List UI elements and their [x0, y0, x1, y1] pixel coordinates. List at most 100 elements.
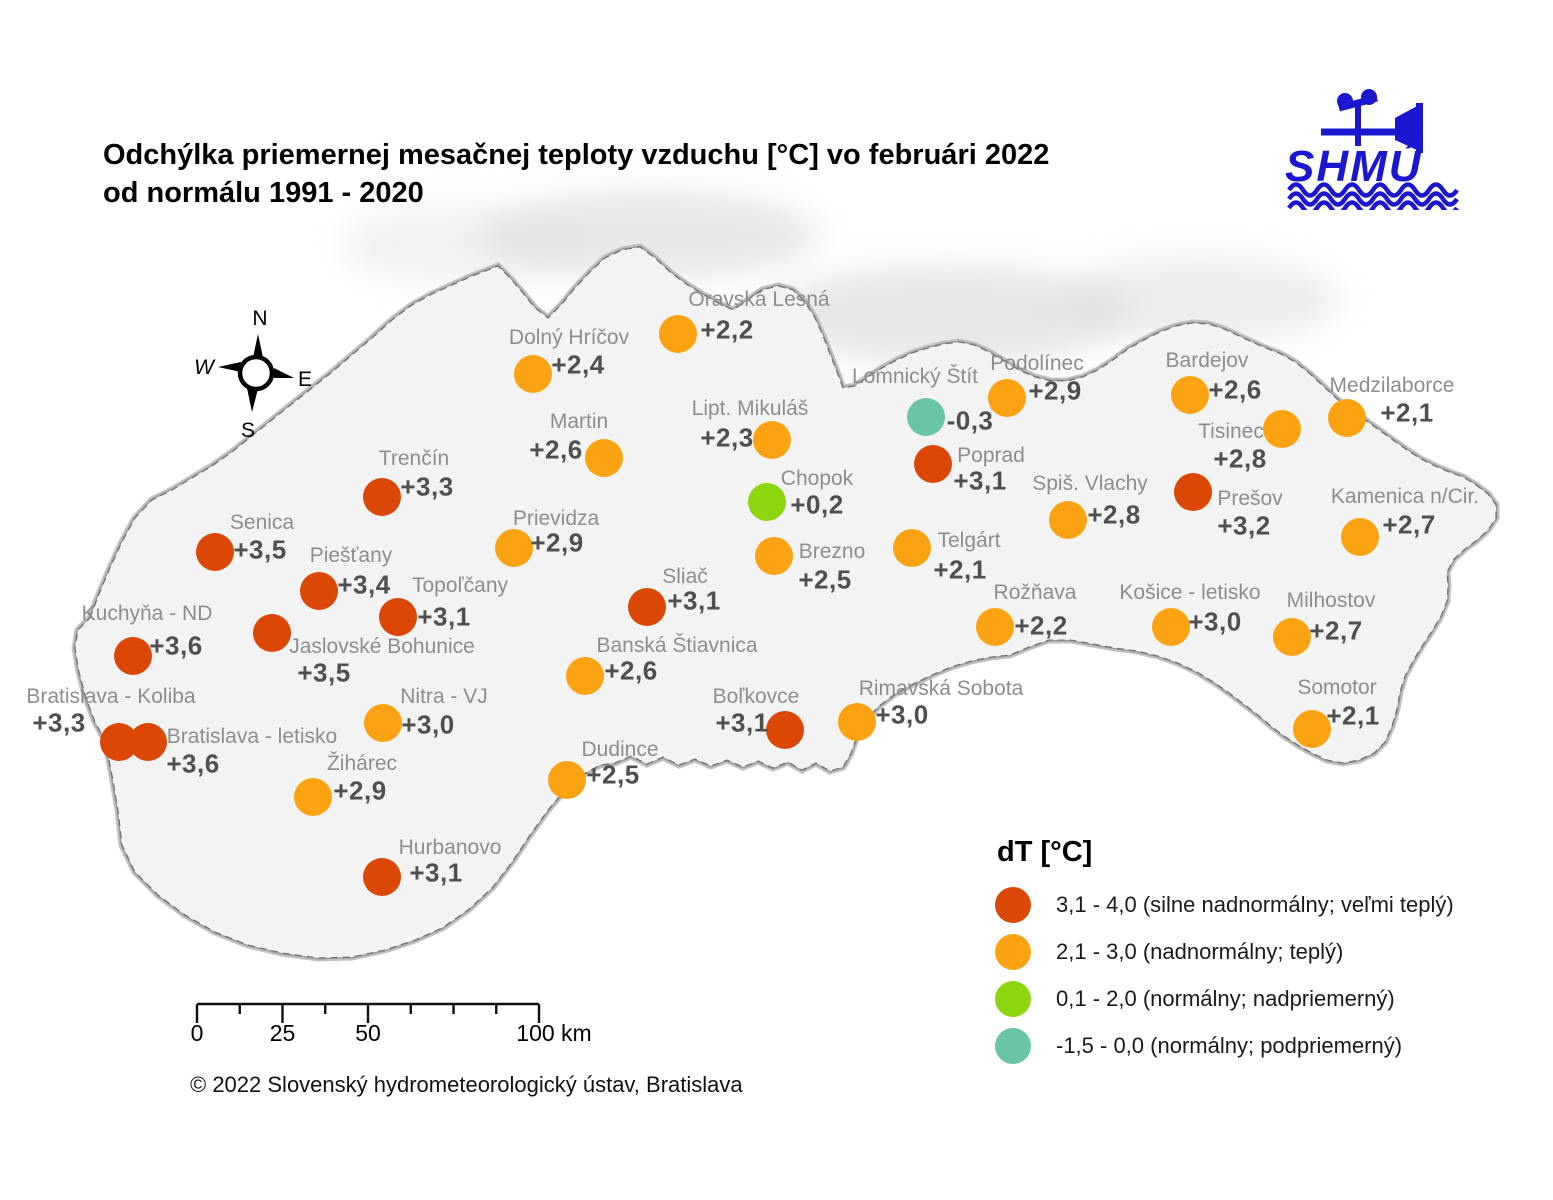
station-label: Lomnický Štít	[851, 365, 979, 388]
station-value: +3,1	[715, 707, 769, 738]
station-value: +2,1	[1326, 700, 1380, 731]
station-label: Somotor	[1297, 676, 1377, 699]
station-label: Tisinec	[1198, 420, 1264, 443]
station-label: Prievidza	[512, 507, 600, 530]
legend-title: dT [°C]	[997, 836, 1093, 868]
station-value: +2,9	[333, 775, 387, 806]
station-value: +3,5	[297, 657, 351, 688]
station-dot	[1174, 473, 1212, 511]
scale-label: 25	[269, 1020, 296, 1046]
station-value: +2,7	[1382, 509, 1436, 540]
station-label: Martin	[549, 410, 609, 433]
station-dot	[253, 614, 291, 652]
station-label: Banská Štiavnica	[596, 634, 758, 657]
station-value: +3,3	[400, 471, 454, 502]
compass-e: E	[298, 368, 312, 391]
station-value: +3,1	[953, 465, 1007, 496]
station-label: Milhostov	[1286, 589, 1376, 612]
station-dot	[1152, 608, 1190, 646]
station-value: +3,5	[233, 534, 287, 565]
station-dot	[893, 529, 931, 567]
station-value: -0,3	[946, 405, 994, 436]
station-dot	[1328, 399, 1366, 437]
station-dot	[363, 478, 401, 516]
station-label: Senica	[229, 511, 295, 534]
station-dot	[838, 703, 876, 741]
station-label: Rimavská Sobota	[858, 677, 1024, 700]
compass-rose: N W E S	[194, 307, 312, 442]
station-label: Chopok	[780, 467, 854, 490]
station-label: Kuchyňa - ND	[81, 602, 213, 625]
station-value: +2,8	[1087, 499, 1141, 530]
station-dot	[628, 588, 666, 626]
station-label: Poprad	[957, 444, 1025, 467]
waves-icon	[1287, 182, 1459, 210]
legend-dot-orange	[995, 934, 1031, 970]
scale-label: 50	[355, 1020, 381, 1046]
legend-item: 3,1 - 4,0 (silne nadnormálny; veľmi tepl…	[995, 887, 1454, 923]
station-value: +2,6	[1208, 374, 1262, 405]
station-value: +2,1	[933, 554, 987, 585]
legend-item-label: -1,5 - 0,0 (normálny; podpriemerný)	[1056, 1033, 1403, 1058]
station-label: Telgárt	[937, 529, 1001, 552]
legend-dot-teal	[995, 1028, 1031, 1064]
station-label: Kamenica n/Cir.	[1330, 485, 1480, 508]
station-dot	[659, 315, 697, 353]
station-dot	[1293, 710, 1331, 748]
copyright: © 2022 Slovenský hydrometeorologický úst…	[190, 1072, 743, 1097]
scale-label: 0	[190, 1020, 204, 1046]
station-dot	[1341, 518, 1379, 556]
station-value: +2,9	[1028, 375, 1082, 406]
station-label: Bratislava - letisko	[166, 725, 338, 748]
station-value: +3,1	[409, 857, 463, 888]
station-dot	[196, 533, 234, 571]
station-label: Hurbanovo	[398, 836, 502, 859]
station-value: +3,1	[417, 601, 471, 632]
legend-item: -1,5 - 0,0 (normálny; podpriemerný)	[995, 1028, 1454, 1064]
station-dot	[976, 608, 1014, 646]
legend-items: 3,1 - 4,0 (silne nadnormálny; veľmi tepl…	[995, 887, 1454, 1064]
station-value: +3,6	[149, 630, 203, 661]
station-dot	[495, 529, 533, 567]
legend-item-label: 3,1 - 4,0 (silne nadnormálny; veľmi tepl…	[1056, 892, 1454, 917]
station-value: +3,4	[337, 569, 391, 600]
station-label: Sliač	[662, 565, 708, 588]
station-dot	[300, 572, 338, 610]
station-value: +2,2	[1014, 610, 1068, 641]
station-label: Lipt. Mikuláš	[691, 397, 809, 420]
legend-item-label: 0,1 - 2,0 (normálny; nadpriemerný)	[1056, 986, 1395, 1011]
station-value: +3,0	[401, 709, 455, 740]
station-dot	[514, 355, 552, 393]
station-label: Trenčín	[378, 447, 450, 470]
station-dot	[114, 637, 152, 675]
station-value: +0,2	[790, 489, 844, 520]
station-dot	[1171, 376, 1209, 414]
station-value: +2,8	[1213, 443, 1267, 474]
station-dot	[766, 711, 804, 749]
legend-item: 0,1 - 2,0 (normálny; nadpriemerný)	[995, 981, 1454, 1017]
terrain-outside	[340, 190, 1340, 365]
station-label: Košice - letisko	[1119, 581, 1261, 604]
compass-s: S	[241, 419, 255, 442]
station-value: +2,5	[798, 564, 852, 595]
scale-bar	[195, 1002, 541, 1023]
station-value: +3,0	[875, 699, 929, 730]
station-dot	[988, 379, 1026, 417]
station-dot	[753, 421, 791, 459]
station-dot	[364, 704, 402, 742]
station-value: +2,6	[604, 655, 658, 686]
station-label: Nitra - VJ	[400, 685, 488, 708]
station-dot	[914, 445, 952, 483]
station-value: +2,2	[700, 314, 754, 345]
station-value: +2,7	[1309, 615, 1363, 646]
scale-label: 100 km	[516, 1020, 592, 1046]
station-value: +2,4	[551, 349, 605, 380]
station-label: Topoľčany	[411, 574, 509, 597]
station-label: Dolný Hríčov	[508, 326, 630, 349]
station-label: Podolínec	[990, 352, 1084, 375]
station-value: +2,1	[1380, 397, 1434, 428]
station-label: Jaslovské Bohunice	[289, 635, 475, 658]
